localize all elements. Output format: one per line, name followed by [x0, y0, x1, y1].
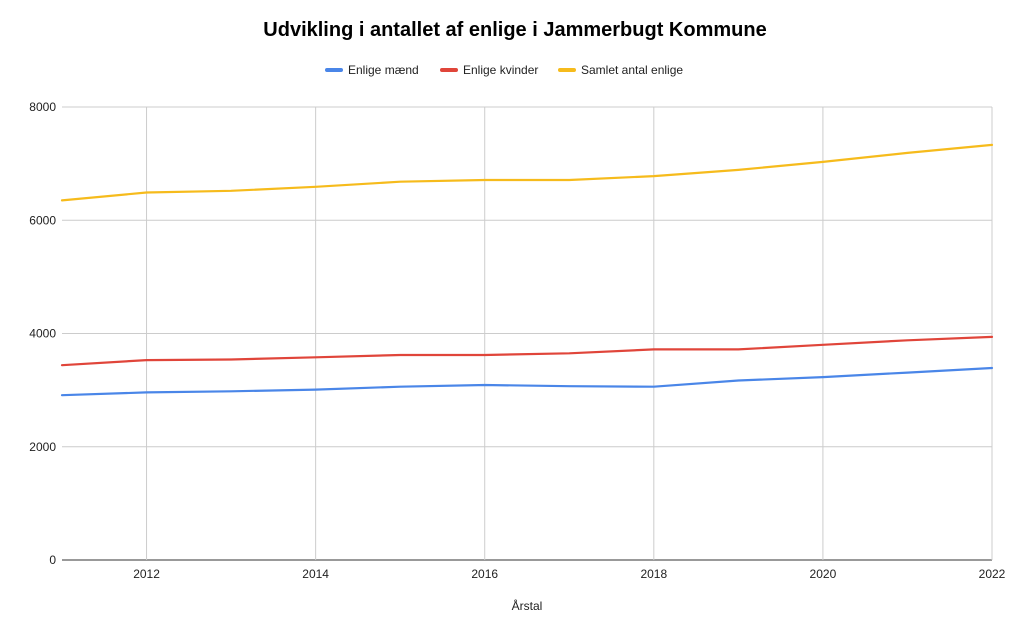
grid-lines	[62, 106, 993, 561]
legend-item: Enlige mænd	[325, 63, 419, 77]
y-axis-ticks: 0 2000 4000 6000 8000	[29, 100, 56, 567]
series-line-2	[60, 143, 994, 202]
x-tick-label: 2016	[471, 567, 498, 581]
y-tick-label: 6000	[29, 213, 56, 227]
legend-item: Samlet antal enlige	[558, 63, 683, 77]
legend: Enlige mænd Enlige kvinder Samlet antal en…	[325, 63, 683, 77]
x-tick-label: 2014	[302, 567, 329, 581]
legend-label: Samlet antal enlige	[581, 63, 683, 77]
legend-item: Enlige kvinder	[440, 63, 538, 77]
chart-title: Udvikling i antallet af enlige i Jammerb…	[263, 19, 766, 41]
y-tick-label: 2000	[29, 440, 56, 454]
legend-label: Enlige mænd	[348, 63, 419, 77]
series-lines	[60, 143, 994, 397]
x-tick-label: 2012	[133, 567, 160, 581]
series-line-1	[60, 335, 994, 367]
legend-label: Enlige kvinder	[463, 63, 538, 77]
series-line-0	[60, 366, 994, 397]
y-tick-label: 4000	[29, 327, 56, 341]
x-axis-ticks: 2012 2014 2016 2018 2020 2022	[133, 567, 1005, 581]
x-tick-label: 2020	[810, 567, 837, 581]
y-tick-label: 8000	[29, 100, 56, 114]
x-tick-label: 2018	[640, 567, 667, 581]
y-tick-label: 0	[49, 553, 56, 567]
x-axis-title: Årstal	[512, 598, 543, 613]
x-tick-label: 2022	[979, 567, 1006, 581]
